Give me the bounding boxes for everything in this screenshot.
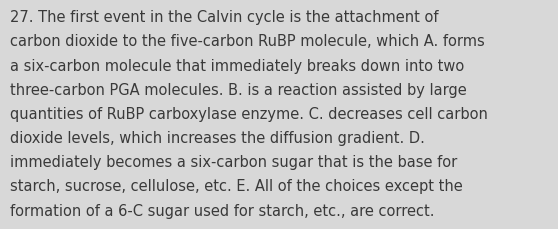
Text: three-carbon PGA molecules. B. is a reaction assisted by large: three-carbon PGA molecules. B. is a reac… bbox=[10, 82, 467, 97]
Text: 27. The first event in the Calvin cycle is the attachment of: 27. The first event in the Calvin cycle … bbox=[10, 10, 439, 25]
Text: formation of a 6-C sugar used for starch, etc., are correct.: formation of a 6-C sugar used for starch… bbox=[10, 203, 435, 218]
Text: starch, sucrose, cellulose, etc. E. All of the choices except the: starch, sucrose, cellulose, etc. E. All … bbox=[10, 179, 463, 194]
Text: immediately becomes a six-carbon sugar that is the base for: immediately becomes a six-carbon sugar t… bbox=[10, 155, 458, 169]
Text: dioxide levels, which increases the diffusion gradient. D.: dioxide levels, which increases the diff… bbox=[10, 131, 425, 145]
Text: a six-carbon molecule that immediately breaks down into two: a six-carbon molecule that immediately b… bbox=[10, 58, 464, 73]
Text: carbon dioxide to the five-carbon RuBP molecule, which A. forms: carbon dioxide to the five-carbon RuBP m… bbox=[10, 34, 485, 49]
Text: quantities of RuBP carboxylase enzyme. C. decreases cell carbon: quantities of RuBP carboxylase enzyme. C… bbox=[10, 106, 488, 121]
